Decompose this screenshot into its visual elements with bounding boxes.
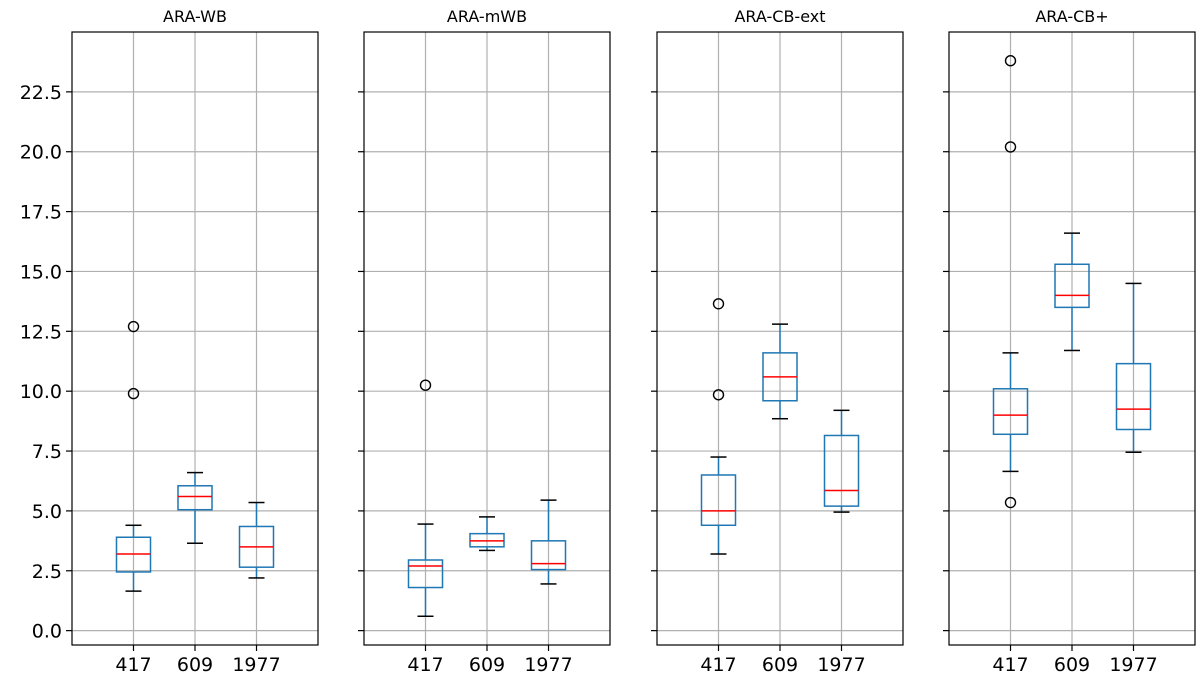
box-iqr <box>1054 263 1090 309</box>
x-tick-label: 1977 <box>817 654 865 676</box>
x-tick-label: 417 <box>700 654 736 676</box>
y-tick-label: 5.0 <box>32 501 62 523</box>
x-tick-label: 609 <box>762 654 798 676</box>
box-417 <box>407 379 444 618</box>
box-iqr <box>177 485 213 511</box>
outlier-point <box>1004 496 1017 509</box>
box-609 <box>177 471 213 544</box>
y-tick-label: 10.0 <box>20 381 62 403</box>
box-iqr <box>1115 362 1152 431</box>
panel-title: ARA-mWB <box>447 7 527 26</box>
box-417 <box>115 320 152 592</box>
box-609 <box>1054 232 1090 352</box>
axes-frame <box>363 31 611 646</box>
x-tick-label: 417 <box>992 654 1028 676</box>
box-1977 <box>1115 282 1152 453</box>
box-1977 <box>823 409 860 513</box>
x-tick-label: 609 <box>177 654 213 676</box>
y-tick-label: 0.0 <box>32 621 62 643</box>
y-tick-label: 7.5 <box>32 441 62 463</box>
x-tick-label: 1977 <box>232 654 280 676</box>
x-tick-label: 609 <box>469 654 505 676</box>
panel-ara-cb-ext: ARA-CB-ext 417 609 1977 <box>651 7 904 676</box>
y-tick-label: 22.5 <box>20 82 62 104</box>
panel-title: ARA-CB-ext <box>734 7 825 26</box>
y-tick-label: 2.5 <box>32 561 62 583</box>
box-609 <box>762 323 798 420</box>
y-tick-label: 12.5 <box>20 321 62 343</box>
x-tick-label: 417 <box>407 654 443 676</box>
axes-frame <box>656 31 904 646</box>
outlier-point <box>1004 55 1017 67</box>
panel-ara-mwb: ARA-mWB 417 609 1977 <box>358 7 611 676</box>
box-iqr <box>992 388 1029 436</box>
outlier-point <box>127 320 140 333</box>
y-tick-label: 17.5 <box>20 202 62 224</box>
x-tick-label: 609 <box>1054 654 1090 676</box>
box-iqr <box>530 540 567 571</box>
axes-frame <box>71 31 319 646</box>
x-tick-label: 1977 <box>524 654 572 676</box>
panel-title: ARA-WB <box>163 7 227 26</box>
box-iqr <box>823 434 860 507</box>
box-609 <box>469 516 505 552</box>
box-1977 <box>530 499 567 585</box>
box-iqr <box>700 474 737 527</box>
box-417 <box>700 298 737 555</box>
outlier-point <box>1004 141 1017 153</box>
panel-ara-wb: ARA-WB 0.0 2.5 5.0 7.5 10.0 12.5 15.0 17.5 20.0 22… <box>20 7 319 676</box>
y-tick-label: 15.0 <box>20 261 62 283</box>
box-iqr <box>407 559 444 589</box>
x-tick-label: 417 <box>115 654 151 676</box>
outlier-point <box>419 379 432 391</box>
outlier-point <box>712 298 725 310</box>
outlier-point <box>712 389 725 401</box>
axes-frame <box>948 31 1196 646</box>
x-tick-label: 1977 <box>1109 654 1157 676</box>
panel-ara-cb-: ARA-CB+ 417 609 1977 <box>943 7 1196 676</box>
box-1977 <box>238 501 275 579</box>
panel-title: ARA-CB+ <box>1035 7 1108 26</box>
outlier-point <box>127 387 140 400</box>
y-tick-label: 20.0 <box>20 142 62 164</box>
box-417 <box>992 55 1029 509</box>
